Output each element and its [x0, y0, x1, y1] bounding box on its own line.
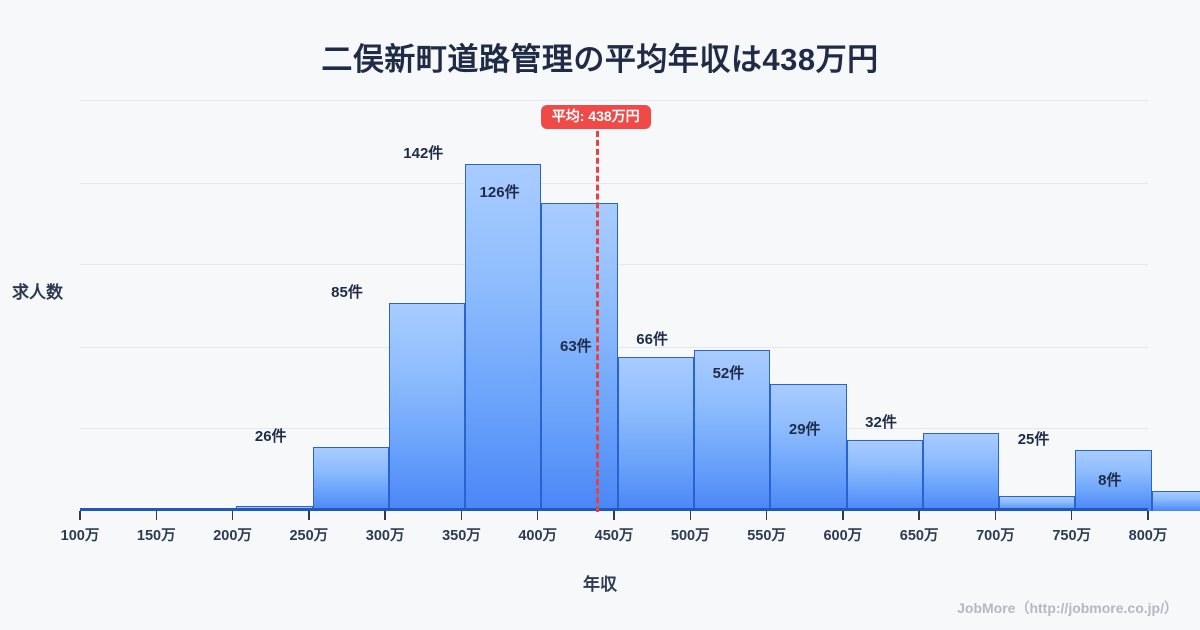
gridline — [80, 100, 1148, 101]
x-axis-tick — [1070, 511, 1073, 520]
x-axis-tick-label: 500万 — [670, 528, 710, 544]
x-axis-tick-label: 750万 — [1052, 528, 1092, 544]
x-axis-baseline — [80, 508, 1148, 511]
x-axis-title: 年収 — [583, 575, 617, 594]
x-axis-tick — [384, 511, 386, 520]
gridline — [80, 183, 1148, 185]
footer-credit: JobMore（http://jobmore.co.jp/） — [957, 600, 1178, 616]
bar-value-label: 52件 — [712, 364, 745, 382]
x-axis-tick — [536, 511, 539, 520]
x-axis-tick-label: 100万 — [60, 528, 100, 544]
bar-value-label: 25件 — [1017, 430, 1050, 448]
x-axis-tick — [460, 511, 463, 520]
bar-value-label: 29件 — [788, 421, 821, 439]
bar-value-label: 66件 — [636, 330, 668, 348]
bar[interactable] — [465, 163, 542, 511]
bar[interactable] — [770, 383, 847, 511]
x-axis-tick-label: 800万 — [1128, 528, 1168, 544]
x-axis-tick — [155, 511, 158, 520]
x-axis-tick-label: 550万 — [747, 528, 786, 544]
average-badge: 平均: 438万円 — [540, 105, 651, 130]
x-axis-tick — [994, 511, 997, 520]
x-axis-tick-label: 600万 — [823, 528, 863, 544]
bar[interactable] — [999, 496, 1076, 511]
chart-title: 二俣新町道路管理の平均年収は438万円 — [321, 42, 879, 77]
x-axis-tick-label: 300万 — [365, 528, 405, 544]
bar[interactable] — [846, 440, 923, 511]
bar-value-label: 142件 — [403, 144, 444, 162]
x-axis-tick — [918, 511, 920, 520]
plot-area — [80, 100, 1200, 511]
y-axis-title: 求人数 — [12, 283, 63, 302]
x-axis-tick — [842, 511, 844, 520]
bar[interactable] — [1075, 449, 1152, 511]
x-axis-tick-label: 450万 — [594, 528, 634, 544]
x-axis-tick-label: 350万 — [442, 528, 481, 544]
x-axis-tick-label: 650万 — [899, 528, 939, 544]
x-axis-tick — [613, 511, 615, 520]
bar-value-label: 63件 — [560, 337, 592, 355]
x-axis-tick-label: 250万 — [289, 528, 329, 544]
bar[interactable] — [617, 356, 694, 511]
bar[interactable] — [922, 432, 1000, 511]
x-axis-tick — [79, 511, 81, 520]
average-line — [595, 131, 599, 512]
x-axis-tick — [689, 511, 692, 520]
x-axis-tick-label: 200万 — [213, 528, 252, 544]
bar[interactable] — [541, 202, 618, 511]
bar-value-label: 32件 — [865, 413, 897, 431]
bar-value-label: 85件 — [331, 284, 363, 302]
bar[interactable] — [312, 447, 389, 511]
x-axis-tick — [765, 511, 768, 520]
x-axis-tick-label: 150万 — [136, 528, 176, 544]
bar[interactable] — [388, 303, 466, 511]
bar[interactable] — [694, 349, 771, 511]
x-axis-tick — [308, 511, 310, 520]
bar-value-label: 8件 — [1098, 472, 1122, 490]
x-axis-tick-label: 400万 — [518, 528, 558, 544]
x-axis-tick — [231, 511, 234, 520]
bar[interactable] — [1151, 491, 1200, 511]
bar-value-label: 26件 — [254, 428, 287, 446]
x-axis-tick-label: 700万 — [976, 528, 1015, 544]
x-axis-tick — [1147, 511, 1149, 520]
bar-value-label: 126件 — [479, 183, 520, 201]
